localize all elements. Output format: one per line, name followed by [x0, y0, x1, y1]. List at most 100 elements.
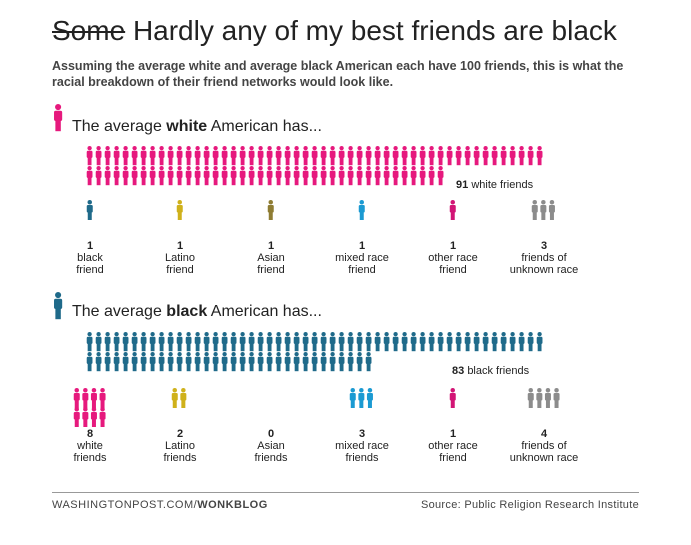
- person-icon: [302, 332, 309, 352]
- person-icon: [203, 166, 210, 186]
- heading-post: American has...: [210, 118, 322, 135]
- white-friends-pictogram: [86, 146, 543, 186]
- person-icon: [149, 332, 156, 352]
- group-pictogram: [527, 388, 560, 408]
- person-icon: [358, 388, 365, 408]
- person-icon: [82, 407, 89, 427]
- person-icon: [275, 352, 282, 372]
- person-icon: [392, 146, 399, 166]
- group-count: 1: [86, 240, 94, 252]
- person-icon: [95, 352, 102, 372]
- person-icon: [509, 146, 516, 166]
- person-icon: [95, 332, 102, 352]
- group-label-line2: friends: [73, 452, 107, 464]
- person-icon: [86, 166, 93, 186]
- count-value: 83: [452, 365, 465, 377]
- person-icon: [347, 352, 354, 372]
- person-icon: [491, 146, 498, 166]
- person-icon: [266, 332, 273, 352]
- person-icon: [500, 146, 507, 166]
- person-icon: [428, 146, 435, 166]
- footer-source: Source: Public Religion Research Institu…: [420, 499, 639, 511]
- person-icon: [464, 146, 471, 166]
- person-icon: [230, 146, 237, 166]
- footer-credit: WASHINGTONPOST.COM/WONKBLOG: [52, 499, 268, 511]
- person-icon: [527, 332, 534, 352]
- black-friends-pictogram: [86, 332, 543, 372]
- person-icon: [356, 352, 363, 372]
- person-icon: [95, 166, 102, 186]
- person-icon: [455, 146, 462, 166]
- group-icons: [40, 388, 140, 428]
- person-icon: [122, 166, 129, 186]
- chart-subtitle: Assuming the average white and average b…: [52, 59, 624, 89]
- person-icon: [221, 352, 228, 372]
- person-icon: [239, 332, 246, 352]
- count-value: 91: [456, 179, 469, 191]
- person-icon: [473, 332, 480, 352]
- person-icon: [320, 166, 327, 186]
- friend-group: 2 Latino friends: [130, 388, 230, 464]
- group-label-line1: Latino: [165, 252, 195, 264]
- person-icon: [540, 200, 547, 220]
- person-icon: [149, 146, 156, 166]
- person-icon: [212, 146, 219, 166]
- person-icon: [410, 332, 417, 352]
- person-icon: [54, 292, 63, 320]
- section-heading-black: The average black American has...: [72, 303, 322, 321]
- person-icon: [320, 352, 327, 372]
- person-icon: [149, 166, 156, 186]
- person-icon: [392, 332, 399, 352]
- person-icon: [518, 332, 525, 352]
- person-icon: [284, 352, 291, 372]
- group-count: 1: [358, 240, 366, 252]
- person-icon: [203, 146, 210, 166]
- group-icons: [403, 388, 503, 428]
- group-pictogram: [86, 200, 93, 220]
- person-icon: [536, 146, 543, 166]
- chart-title: Some Hardly any of my best friends are b…: [52, 14, 617, 48]
- section-heading-white: The average white American has...: [72, 118, 322, 136]
- friend-group: 3 mixed race friends: [312, 388, 412, 464]
- person-icon: [86, 332, 93, 352]
- person-icon: [185, 166, 192, 186]
- friend-group: 1 Asian friend: [221, 200, 321, 276]
- person-icon: [158, 332, 165, 352]
- group-icons: [221, 388, 321, 428]
- person-icon: [365, 146, 372, 166]
- person-icon: [113, 332, 120, 352]
- person-icon: [473, 146, 480, 166]
- friend-group: 1 other race friend: [403, 200, 503, 276]
- person-icon: [419, 146, 426, 166]
- person-icon: [257, 332, 264, 352]
- person-icon: [267, 200, 274, 220]
- person-icon: [302, 166, 309, 186]
- group-label-line2: friend: [439, 452, 467, 464]
- person-icon: [419, 166, 426, 186]
- group-pictogram: [176, 200, 183, 220]
- person-icon: [194, 146, 201, 166]
- group-icons: [221, 200, 321, 240]
- person-icon: [329, 352, 336, 372]
- person-icon: [248, 146, 255, 166]
- group-count: 1: [176, 240, 184, 252]
- person-icon: [167, 166, 174, 186]
- person-icon: [536, 388, 543, 408]
- person-icon: [221, 332, 228, 352]
- person-icon: [284, 166, 291, 186]
- group-pictogram: [267, 200, 274, 220]
- group-pictogram: [449, 388, 456, 408]
- person-icon: [86, 146, 93, 166]
- person-icon: [176, 166, 183, 186]
- person-icon: [383, 332, 390, 352]
- group-label-line2: friend: [76, 264, 104, 276]
- person-icon: [176, 146, 183, 166]
- person-icon: [374, 146, 381, 166]
- person-icon: [167, 352, 174, 372]
- person-icon: [329, 332, 336, 352]
- person-icon: [86, 200, 93, 220]
- person-icon: [158, 166, 165, 186]
- group-label-line2: friends: [163, 452, 197, 464]
- person-icon: [356, 146, 363, 166]
- person-icon: [54, 104, 63, 132]
